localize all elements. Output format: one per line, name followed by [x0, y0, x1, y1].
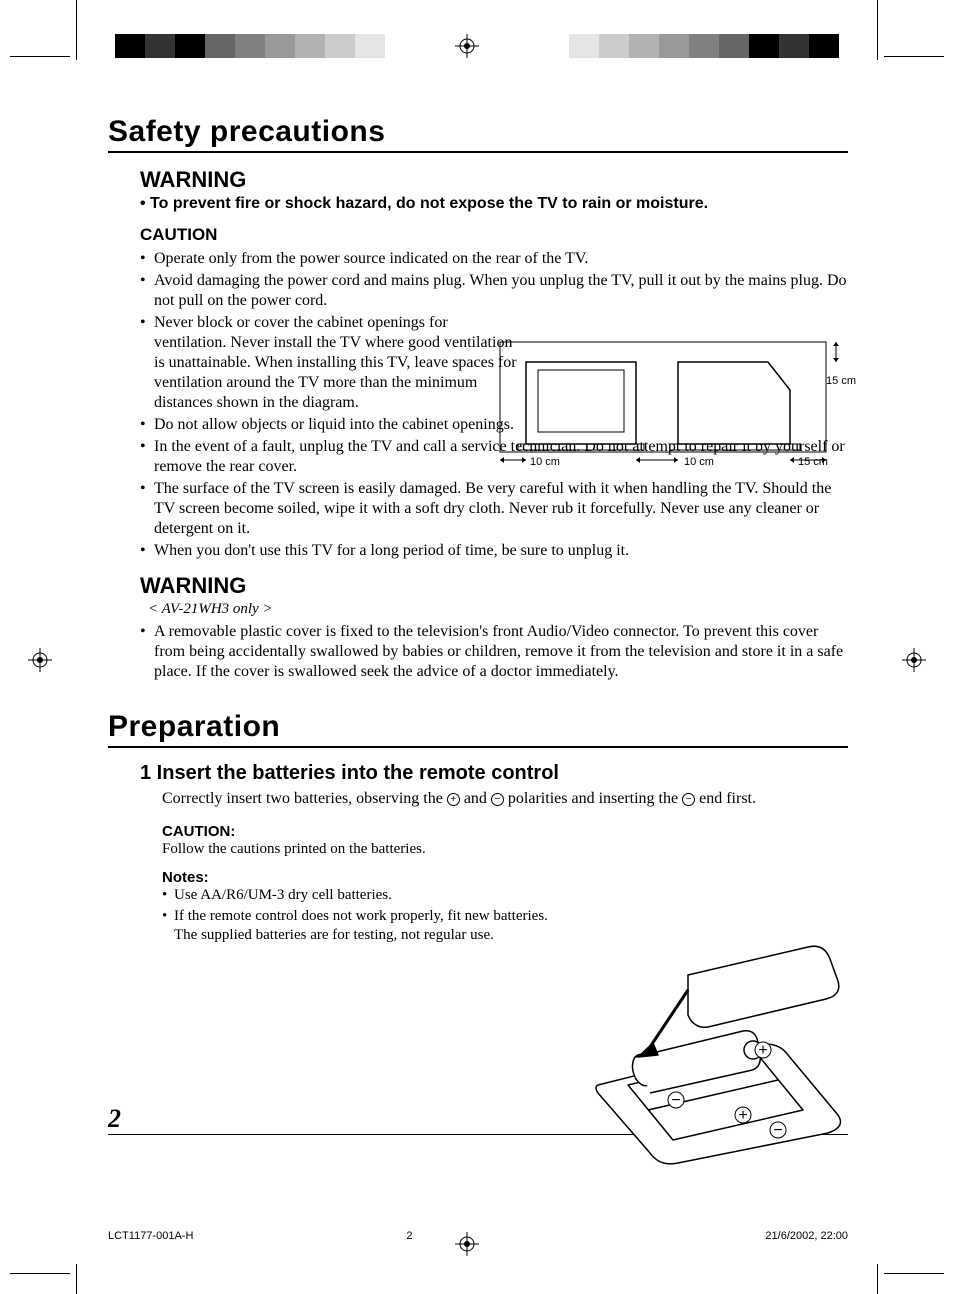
crop-mark — [10, 56, 70, 57]
list-item: Use AA/R6/UM-3 dry cell batteries. — [162, 886, 562, 905]
registration-mark-icon — [902, 648, 926, 672]
footer-doc-id: LCT1177-001A-H — [108, 1230, 193, 1242]
grayscale-bar-left — [115, 34, 385, 58]
tv-clearance-diagram: 15 cm 10 cm 10 cm 15 cm — [498, 340, 848, 470]
list-item: The surface of the TV screen is easily d… — [140, 479, 848, 539]
clearance-label: 15 cm — [826, 375, 856, 387]
notes-heading: Notes: — [162, 869, 848, 886]
plus-icon: + — [447, 793, 460, 806]
crop-mark — [76, 0, 77, 60]
crop-mark — [877, 0, 878, 60]
crop-mark — [877, 1264, 878, 1294]
step-1-body: Correctly insert two batteries, observin… — [162, 789, 848, 809]
svg-text:−: − — [773, 1122, 782, 1139]
caution2-body: Follow the cautions printed on the batte… — [162, 840, 848, 859]
caution2-heading: CAUTION: — [162, 823, 848, 840]
list-item: Operate only from the power source indic… — [140, 249, 848, 269]
footer-timestamp: 21/6/2002, 22:00 — [765, 1230, 848, 1242]
page-content: Safety precautions WARNING • To prevent … — [108, 115, 848, 1135]
svg-text:+: + — [758, 1042, 767, 1059]
footer-page: 2 — [406, 1230, 412, 1242]
registration-mark-icon — [455, 34, 479, 58]
clearance-label: 10 cm — [530, 456, 560, 468]
svg-text:+: + — [738, 1107, 747, 1124]
notes-list: Use AA/R6/UM-3 dry cell batteries. If th… — [162, 886, 562, 926]
page-number: 2 — [108, 1104, 129, 1135]
warning-text: • To prevent fire or shock hazard, do no… — [140, 195, 848, 213]
step-1-title: 1 Insert the batteries into the remote c… — [140, 762, 848, 785]
grayscale-bar-right — [569, 34, 839, 58]
list-item: Never block or cover the cabinet opening… — [140, 313, 520, 413]
warning2-heading: WARNING — [140, 573, 848, 599]
caution-heading: CAUTION — [140, 225, 848, 245]
list-item: A removable plastic cover is fixed to th… — [140, 622, 848, 682]
notes-tail: The supplied batteries are for testing, … — [174, 927, 574, 944]
list-item: If the remote control does not work prop… — [162, 907, 562, 926]
list-item: Do not allow objects or liquid into the … — [140, 415, 520, 435]
footer: LCT1177-001A-H 2 21/6/2002, 22:00 — [108, 1230, 848, 1242]
crop-mark — [76, 1264, 77, 1294]
crop-mark — [10, 1273, 70, 1274]
list-item: When you don't use this TV for a long pe… — [140, 541, 848, 561]
section-title-safety: Safety precautions — [108, 115, 848, 153]
crop-mark — [884, 56, 944, 57]
svg-text:−: − — [671, 1092, 680, 1109]
minus-icon: − — [491, 793, 504, 806]
section-title-preparation: Preparation — [108, 710, 848, 748]
crop-mark — [884, 1273, 944, 1274]
clearance-label: 10 cm — [684, 456, 714, 468]
warning2-list: A removable plastic cover is fixed to th… — [140, 622, 848, 682]
registration-mark-icon — [28, 648, 52, 672]
minus-icon: − — [682, 793, 695, 806]
warning-heading: WARNING — [140, 167, 848, 193]
clearance-label: 15 cm — [798, 456, 828, 468]
warning2-subnote: < AV-21WH3 only > — [148, 601, 848, 618]
remote-battery-diagram: + − + − — [578, 935, 848, 1165]
list-item: Avoid damaging the power cord and mains … — [140, 271, 848, 311]
